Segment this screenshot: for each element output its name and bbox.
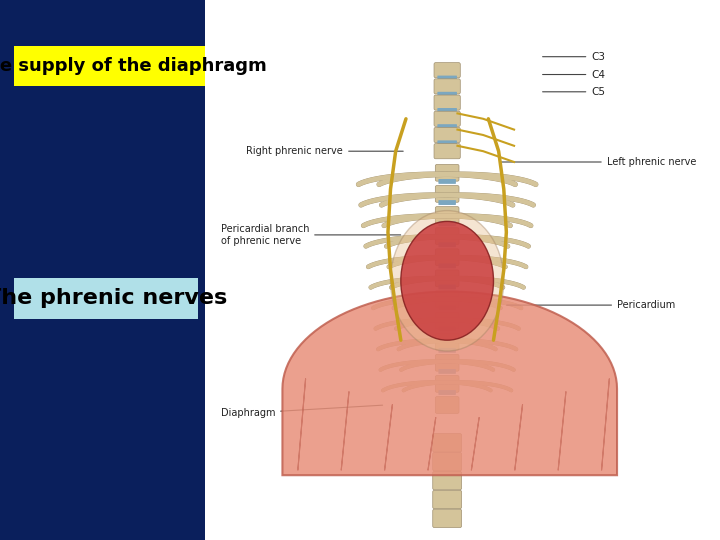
FancyBboxPatch shape: [437, 108, 457, 113]
FancyBboxPatch shape: [438, 327, 456, 332]
Text: C4: C4: [543, 70, 606, 79]
FancyBboxPatch shape: [434, 144, 460, 159]
FancyBboxPatch shape: [434, 111, 460, 126]
Text: Diaphragm: Diaphragm: [220, 405, 382, 418]
FancyBboxPatch shape: [438, 264, 456, 268]
FancyBboxPatch shape: [205, 0, 720, 540]
FancyBboxPatch shape: [438, 179, 456, 184]
Text: C5: C5: [543, 87, 606, 97]
FancyBboxPatch shape: [434, 127, 460, 143]
FancyBboxPatch shape: [433, 490, 462, 509]
FancyBboxPatch shape: [438, 200, 456, 205]
Text: Pericardium: Pericardium: [507, 300, 675, 310]
FancyBboxPatch shape: [436, 396, 459, 414]
Ellipse shape: [390, 211, 504, 351]
FancyBboxPatch shape: [438, 348, 456, 353]
FancyBboxPatch shape: [436, 270, 459, 287]
FancyBboxPatch shape: [436, 291, 459, 308]
FancyBboxPatch shape: [436, 228, 459, 245]
FancyBboxPatch shape: [436, 164, 459, 181]
FancyBboxPatch shape: [438, 390, 456, 395]
FancyBboxPatch shape: [433, 434, 462, 452]
FancyBboxPatch shape: [437, 140, 457, 145]
Text: Left phrenic nerve: Left phrenic nerve: [501, 157, 696, 167]
FancyBboxPatch shape: [14, 46, 205, 86]
FancyBboxPatch shape: [437, 124, 457, 129]
FancyBboxPatch shape: [436, 312, 459, 329]
FancyBboxPatch shape: [436, 207, 459, 224]
FancyBboxPatch shape: [436, 375, 459, 392]
Text: Pericardial branch
of phrenic nerve: Pericardial branch of phrenic nerve: [220, 224, 400, 246]
FancyBboxPatch shape: [436, 186, 459, 202]
Text: The phrenic nerves: The phrenic nerves: [0, 288, 227, 308]
FancyBboxPatch shape: [0, 0, 205, 540]
Text: Right phrenic nerve: Right phrenic nerve: [246, 146, 403, 156]
Text: C3: C3: [543, 52, 606, 62]
FancyBboxPatch shape: [434, 63, 460, 78]
FancyBboxPatch shape: [433, 509, 462, 528]
FancyBboxPatch shape: [438, 306, 456, 310]
FancyBboxPatch shape: [437, 76, 457, 80]
FancyBboxPatch shape: [436, 354, 459, 371]
FancyBboxPatch shape: [434, 95, 460, 110]
FancyBboxPatch shape: [433, 471, 462, 490]
Polygon shape: [282, 292, 617, 475]
FancyBboxPatch shape: [433, 453, 462, 471]
FancyBboxPatch shape: [14, 278, 198, 319]
FancyBboxPatch shape: [438, 369, 456, 374]
FancyBboxPatch shape: [436, 333, 459, 350]
FancyBboxPatch shape: [436, 249, 459, 266]
FancyBboxPatch shape: [437, 92, 457, 97]
FancyBboxPatch shape: [438, 285, 456, 289]
Text: Nerve supply of the diaphragm: Nerve supply of the diaphragm: [0, 57, 267, 75]
FancyBboxPatch shape: [434, 79, 460, 94]
FancyBboxPatch shape: [438, 242, 456, 247]
Ellipse shape: [401, 221, 493, 340]
FancyBboxPatch shape: [438, 221, 456, 226]
